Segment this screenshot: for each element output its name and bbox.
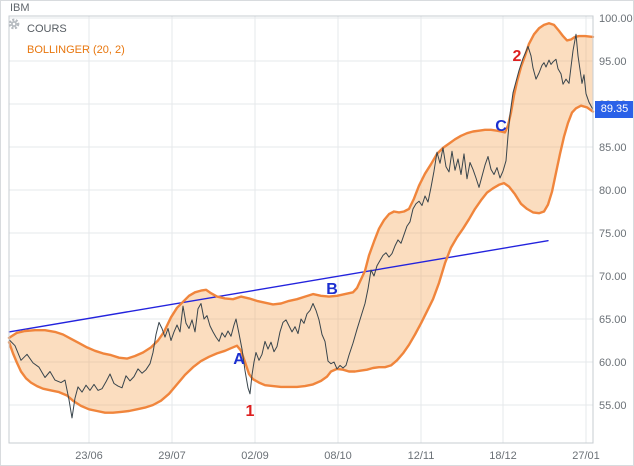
y-axis-label: 100.00: [599, 13, 633, 25]
series-band_lower: [7, 104, 595, 414]
bollinger-band: [9, 23, 593, 413]
legend-item-bollinger[interactable]: BOLLINGER (20, 2): [8, 18, 125, 60]
y-axis-label: 70.00: [599, 271, 627, 283]
legend-label-bollinger: BOLLINGER (20, 2): [27, 43, 125, 56]
x-axis-label: 02/09: [241, 450, 269, 462]
legend: COURS BOLLINGER (20, 2): [8, 18, 125, 60]
plot-border: [8, 15, 594, 444]
y-axis-label: 55.00: [599, 400, 627, 412]
bollinger-band-fill: [9, 23, 593, 413]
y-axis-label: 80.00: [599, 185, 627, 197]
series-price: [8, 33, 594, 419]
y-axis-label: 65.00: [599, 314, 627, 326]
x-axis-label: 12/11: [408, 450, 435, 462]
annotation-1: 1: [246, 403, 255, 420]
annotation-C: C: [495, 118, 507, 135]
annotation-2: 2: [513, 48, 522, 65]
x-axis-label: 27/01: [572, 450, 600, 462]
annotations: A B C 1 2: [233, 48, 521, 420]
y-axis-label: 85.00: [599, 142, 627, 154]
gridlines: [9, 16, 593, 443]
x-axis-label: 08/10: [324, 450, 352, 462]
series-trendline: [8, 239, 549, 333]
last-price-badge: 89.35: [595, 101, 633, 118]
x-axis-label: 29/07: [158, 450, 186, 462]
series-band_upper: [7, 22, 595, 360]
y-axis-label: 60.00: [599, 357, 627, 369]
chart-plot-area[interactable]: [9, 16, 593, 443]
annotation-A: A: [233, 351, 245, 368]
series-lines: [7, 22, 595, 419]
x-axis-label: 18/12: [489, 450, 517, 462]
y-axis-label: 95.00: [599, 56, 627, 68]
x-axis-label: 23/06: [75, 450, 103, 462]
annotation-B: B: [326, 281, 338, 298]
y-axis-label: 75.00: [599, 228, 627, 240]
legend-item-cours[interactable]: COURS: [8, 18, 125, 39]
instrument-title: IBM: [10, 2, 30, 14]
gear-icon[interactable]: [8, 18, 20, 56]
plot-frame: [8, 15, 594, 444]
legend-label-cours: COURS: [27, 22, 67, 35]
